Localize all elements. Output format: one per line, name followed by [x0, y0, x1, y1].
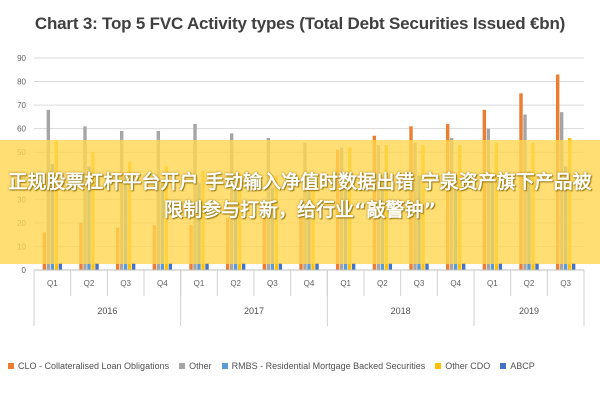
y-tick-label: 70: [17, 101, 26, 110]
legend-swatch: [8, 363, 14, 369]
bar: [131, 262, 136, 270]
legend-label: Other CDO: [445, 361, 491, 371]
x-tick-label: Q1: [194, 279, 205, 288]
y-tick-label: 90: [17, 54, 26, 63]
bar: [205, 262, 209, 270]
y-tick-label: 80: [17, 78, 26, 87]
x-tick-label: Q2: [84, 279, 95, 288]
bar: [498, 262, 503, 270]
bar: [58, 262, 63, 270]
overlay-banner-text: 正规股票杠杆平台开户 手动输入净值时数据出错 宁泉资产旗下产品被限制参与打新，给…: [8, 171, 592, 221]
legend-swatch: [221, 363, 228, 369]
x-tick-label: Q3: [414, 279, 425, 288]
legend-swatch: [435, 363, 442, 369]
y-tick-label: 0: [22, 266, 27, 275]
x-group-label: 2019: [519, 306, 539, 316]
bar: [95, 262, 99, 270]
legend-label: Other: [189, 361, 212, 371]
x-tick-label: Q4: [157, 279, 168, 288]
x-tick-label: Q1: [487, 279, 498, 288]
x-tick-label: Q1: [340, 279, 351, 288]
legend-item: Other CDO: [435, 361, 490, 371]
bar: [535, 262, 539, 270]
legend-label: RMBS - Residential Mortgage Backed Secur…: [231, 361, 426, 371]
x-tick-label: Q2: [524, 279, 535, 288]
chart-legend: CLO - Collateralised Loan Obligations Oth…: [8, 358, 598, 374]
legend-item: ABCP: [500, 361, 535, 371]
legend-item: CLO - Collateralised Loan Obligations: [8, 361, 169, 371]
legend-swatch: [179, 363, 186, 369]
x-group-label: 2016: [97, 306, 117, 316]
x-tick-label: Q3: [267, 279, 278, 288]
bar: [278, 262, 283, 270]
legend-item: RMBS - Residential Mortgage Backed Secur…: [221, 361, 426, 371]
legend-item: Other: [179, 361, 212, 371]
bar: [315, 262, 319, 270]
bar: [425, 262, 429, 270]
x-group-label: 2018: [391, 306, 411, 316]
bar: [351, 262, 356, 270]
x-tick-label: Q4: [304, 279, 315, 288]
overlay-banner: 正规股票杠杆平台开户 手动输入净值时数据出错 宁泉资产旗下产品被限制参与打新，给…: [0, 140, 600, 264]
x-tick-label: Q4: [450, 279, 461, 288]
x-tick-label: Q3: [560, 279, 571, 288]
bar: [461, 262, 466, 270]
x-tick-label: Q2: [230, 279, 241, 288]
y-tick-label: 60: [17, 125, 26, 134]
chart-title: Chart 3: Top 5 FVC Activity types (Total…: [34, 14, 566, 33]
legend-swatch: [500, 363, 507, 369]
legend-label: ABCP: [510, 361, 535, 371]
x-tick-label: Q3: [120, 279, 131, 288]
bar: [571, 262, 576, 270]
x-tick-label: Q1: [47, 279, 58, 288]
x-group-label: 2017: [244, 306, 264, 316]
bar: [168, 262, 173, 270]
bar: [388, 262, 393, 270]
x-tick-label: Q2: [377, 279, 388, 288]
legend-label: CLO - Collateralised Loan Obligations: [18, 361, 170, 371]
bar: [241, 262, 246, 270]
